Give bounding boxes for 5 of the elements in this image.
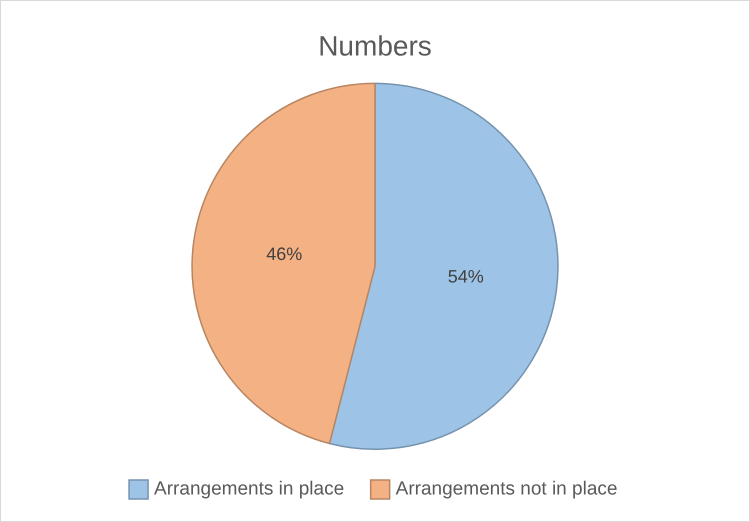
data-label: 46% <box>266 244 302 264</box>
chart-title: Numbers <box>318 30 432 62</box>
data-label: 54% <box>448 266 484 287</box>
legend-label: Arrangements in place <box>154 478 344 500</box>
legend-label: Arrangements not in place <box>396 478 618 500</box>
